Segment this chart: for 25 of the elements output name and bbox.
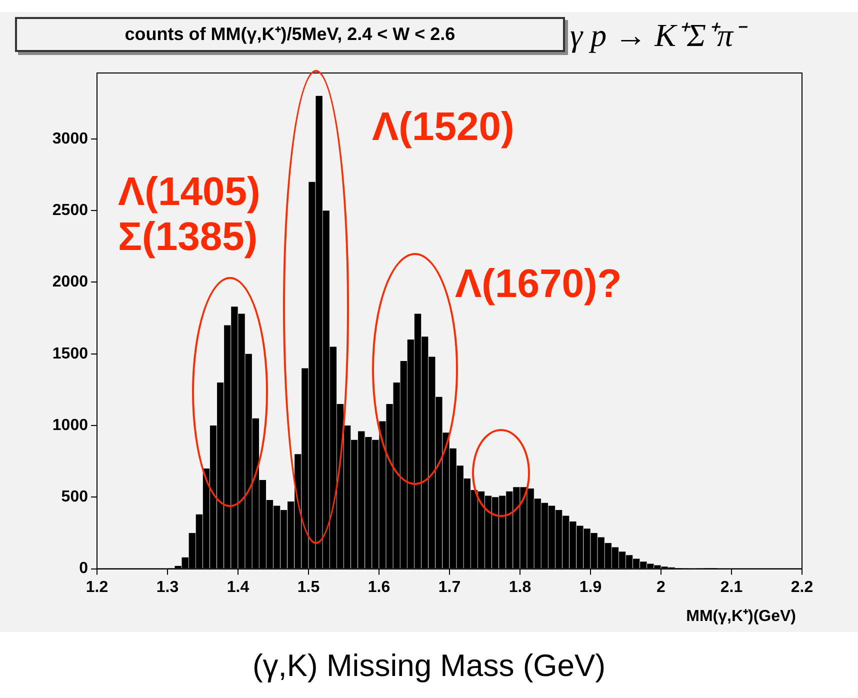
x-tick-label: 2: [656, 578, 666, 596]
annotation: Λ(1670)?: [455, 262, 622, 307]
x-tick-label: 1.4: [226, 578, 250, 596]
x-tick-label: 1.6: [368, 578, 390, 596]
x-tick-label: 2.2: [790, 578, 814, 596]
y-tick-label: 3000: [52, 130, 88, 148]
y-tick-label: 1500: [52, 345, 88, 362]
y-tick-label: 2000: [52, 274, 88, 291]
x-tick-label: 1.3: [156, 578, 179, 596]
annotation: Λ(1520): [372, 105, 514, 150]
chart-title: counts of MM(γ,K⁺)/5MeV, 2.4 < W < 2.6: [15, 17, 565, 52]
x-tick-label: 1.5: [297, 578, 320, 596]
y-tick-label: 2500: [52, 202, 88, 219]
annotation: Λ(1405): [118, 170, 260, 215]
y-tick-label: 0: [79, 560, 88, 578]
x-tick-label: 1.7: [438, 578, 461, 596]
x-tick-label: 1.9: [579, 578, 602, 596]
text: (γ,K) Missing Mass (GeV): [251, 648, 607, 684]
x-tick-label: 1.8: [508, 578, 532, 596]
y-tick-label: 500: [61, 488, 88, 506]
annotation: Σ(1385): [118, 215, 258, 260]
x-tick-label: 1.2: [86, 578, 108, 596]
x-axis-title: MM(γ,K⁺)(GeV): [686, 607, 796, 626]
x-tick-label: 2.1: [720, 578, 743, 596]
y-tick-label: 1000: [52, 416, 88, 434]
